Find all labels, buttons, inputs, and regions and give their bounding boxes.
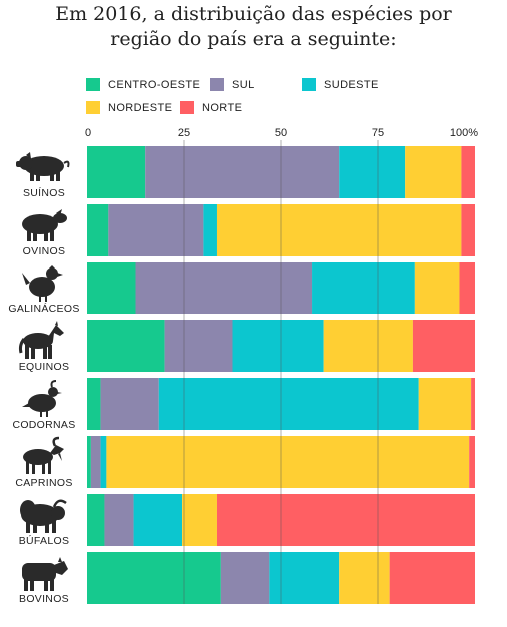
legend-item-sul: SUL (210, 78, 255, 91)
bar-segment-búfalos-centro-oeste (87, 494, 105, 546)
bar-segment-caprinos-norte (469, 436, 475, 488)
category-labels: SUÍNOS OVINOS GALINÁCEOS EQUINOS CODORNAS CAP… (8, 186, 79, 605)
bar-segment-caprinos-centro-oeste (87, 436, 91, 488)
bar-segment-bovinos-centro-oeste (87, 552, 221, 604)
chart-title-line-1: Em 2016, a distribuição das espécies por (55, 3, 452, 25)
category-label-6: BÚFALOS (19, 534, 70, 547)
bar-segment-caprinos-sudeste (100, 436, 107, 488)
category-label-2: GALINÁCEOS (8, 302, 79, 315)
bar-segment-búfalos-sudeste (133, 494, 183, 546)
bar-segment-codornas-norte (471, 378, 475, 430)
legend-label-norte: NORTE (202, 101, 243, 114)
category-label-7: BOVINOS (19, 593, 69, 605)
bar-segment-ovinos-norte (461, 204, 475, 256)
category-label-5: CAPRINOS (15, 477, 72, 489)
horse-icon (18, 321, 64, 359)
legend-item-nordeste: NORDESTE (86, 101, 172, 114)
bar-segment-suínos-centro-oeste (87, 146, 146, 198)
bar-segment-galináceos-sul (135, 262, 313, 314)
pig-icon (16, 152, 70, 181)
bar-segment-búfalos-sul (104, 494, 134, 546)
bar-segment-galináceos-nordeste (414, 262, 460, 314)
bar-segment-ovinos-sudeste (203, 204, 217, 256)
bar-segment-suínos-nordeste (405, 146, 462, 198)
bar-segment-ovinos-sul (108, 204, 204, 256)
goat-icon (23, 436, 64, 474)
bar-segment-equinos-norte (412, 320, 475, 372)
legend-swatch-sul (210, 78, 224, 91)
tick-label-100: 100% (450, 127, 478, 139)
bar-segment-ovinos-nordeste (216, 204, 462, 256)
bar-segment-bovinos-nordeste (339, 552, 390, 604)
chart-title: Em 2016, a distribuição das espécies por… (0, 2, 507, 52)
bar-segment-caprinos-sul (90, 436, 101, 488)
bar-segment-galináceos-norte (459, 262, 475, 314)
legend-item-sudeste: SUDESTE (302, 78, 379, 91)
tick-label-0: 0 (85, 127, 91, 139)
legend-swatch-nordeste (86, 101, 100, 114)
bar-segment-equinos-sul (164, 320, 233, 372)
category-label-0: SUÍNOS (23, 186, 65, 199)
bar-segment-codornas-sul (100, 378, 159, 430)
legend-label-centro-oeste: CENTRO-OESTE (108, 78, 201, 91)
bar-segment-suínos-sudeste (339, 146, 406, 198)
cow-icon (22, 557, 68, 591)
buffalo-icon (20, 499, 67, 533)
bar-segment-codornas-nordeste (418, 378, 472, 430)
tick-label-25: 25 (178, 127, 190, 139)
tick-label-50: 50 (275, 127, 287, 139)
bar-segment-bovinos-norte (389, 552, 475, 604)
bar-segment-equinos-centro-oeste (87, 320, 165, 372)
bar-segment-codornas-centro-oeste (87, 378, 101, 430)
bar-segment-búfalos-nordeste (182, 494, 217, 546)
bar-segment-bovinos-sul (220, 552, 270, 604)
category-label-3: EQUINOS (19, 361, 70, 373)
tick-label-75: 75 (372, 127, 384, 139)
bar-segment-bovinos-sudeste (269, 552, 340, 604)
category-label-4: CODORNAS (12, 419, 75, 431)
bar-segment-suínos-norte (461, 146, 475, 198)
bar-segment-equinos-nordeste (323, 320, 413, 372)
bar-segment-equinos-sudeste (232, 320, 324, 372)
bar-segment-galináceos-sudeste (312, 262, 415, 314)
bar-segment-caprinos-nordeste (106, 436, 470, 488)
bars-layer (87, 146, 476, 604)
legend-swatch-sudeste (302, 78, 316, 91)
legend-swatch-centro-oeste (86, 78, 100, 91)
bar-segment-codornas-sudeste (158, 378, 419, 430)
chicken-icon (22, 265, 63, 302)
tick-labels: 0 25 50 75 100% (85, 127, 478, 139)
chart-title-line-2: região do país era a seguinte: (110, 28, 397, 50)
bar-segment-ovinos-centro-oeste (87, 204, 109, 256)
legend-swatch-norte (180, 101, 194, 114)
category-label-1: OVINOS (23, 245, 66, 257)
legend-label-sul: SUL (232, 78, 255, 91)
grid-layer (183, 140, 379, 604)
sheep-icon (22, 209, 67, 241)
legend-label-sudeste: SUDESTE (324, 78, 379, 91)
legend-label-nordeste: NORDESTE (108, 101, 173, 114)
quail-icon (22, 380, 62, 417)
bar-segment-suínos-sul (145, 146, 340, 198)
legend-item-centro-oeste: CENTRO-OESTE (86, 78, 200, 91)
bar-segment-galináceos-centro-oeste (87, 262, 136, 314)
bar-segment-búfalos-norte (216, 494, 476, 546)
legend-item-norte: NORTE (180, 101, 242, 114)
icons-layer (16, 152, 70, 591)
